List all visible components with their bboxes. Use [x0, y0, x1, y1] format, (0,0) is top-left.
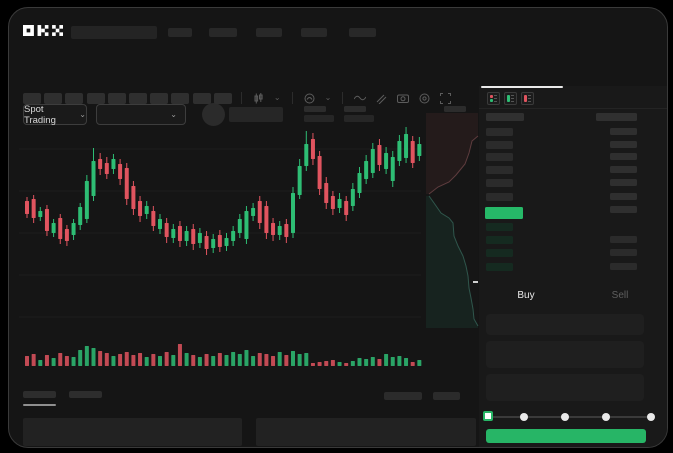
- interval-buttons: [23, 92, 235, 104]
- stat-label: [304, 106, 326, 112]
- stat-value: [304, 115, 334, 122]
- okx-logo[interactable]: [23, 24, 63, 38]
- tab-buy[interactable]: Buy: [517, 289, 535, 301]
- line-tool-icon[interactable]: [354, 93, 367, 103]
- chevron-down-icon[interactable]: ⌄: [273, 93, 281, 102]
- active-tab-underline: [23, 404, 56, 406]
- orderbook-view-toggles: [487, 92, 534, 105]
- interval-button[interactable]: [128, 92, 147, 104]
- indicators-button[interactable]: [304, 93, 315, 104]
- bid-amount: [610, 236, 637, 243]
- pair-name-placeholder: [229, 107, 283, 122]
- ask-amount: [610, 128, 637, 135]
- snapshot-camera-icon[interactable]: [397, 93, 410, 103]
- book-bids-icon[interactable]: [504, 92, 517, 105]
- ask-amount: [610, 141, 637, 148]
- stat-value: [344, 115, 374, 122]
- coin-avatar: [202, 103, 225, 126]
- ask-amount: [610, 166, 637, 173]
- depth-chart: [426, 113, 479, 328]
- interval-button[interactable]: [150, 92, 169, 104]
- ask-price: [486, 193, 513, 201]
- interval-button[interactable]: [44, 92, 63, 104]
- orderbook-trade-panel: Buy Sell: [479, 86, 667, 447]
- chevron-down-icon: ⌄: [79, 109, 86, 119]
- settings-icon[interactable]: [419, 93, 430, 104]
- draw-tool-icon[interactable]: [376, 93, 387, 104]
- amount-slider-handle[interactable]: [483, 411, 493, 421]
- market-type-selector[interactable]: Spot Trading ⌄: [23, 103, 87, 126]
- interval-button[interactable]: [107, 92, 126, 104]
- divider: [342, 92, 344, 104]
- book-combined-icon[interactable]: [487, 92, 500, 105]
- orderbook-header-amount: [596, 113, 637, 121]
- slider-step-dot[interactable]: [647, 413, 655, 421]
- stat-label: [444, 106, 466, 112]
- nav-item[interactable]: [168, 28, 192, 37]
- order-input-field[interactable]: [486, 374, 644, 401]
- ask-price: [486, 153, 513, 161]
- nav-item[interactable]: [256, 28, 282, 37]
- book-asks-icon[interactable]: [521, 92, 534, 105]
- search-placeholder[interactable]: [71, 26, 157, 39]
- interval-button[interactable]: [213, 92, 232, 104]
- stat-label: [344, 106, 366, 112]
- bottom-tab[interactable]: [23, 391, 56, 398]
- chart-toolbar: ⌄ ⌄: [23, 91, 456, 105]
- ask-price: [486, 128, 513, 136]
- active-tab-indicator: [481, 86, 563, 88]
- bottom-tab[interactable]: [69, 391, 102, 398]
- trading-app-window: Spot Trading ⌄ ⌄ ⌄ ⌄: [8, 7, 668, 448]
- bid-price: [486, 236, 513, 244]
- last-price-highlight: [485, 207, 523, 219]
- nav-item[interactable]: [349, 28, 376, 37]
- chevron-down-icon: ⌄: [170, 109, 177, 119]
- divider: [291, 92, 293, 104]
- ask-amount: [610, 193, 637, 200]
- submit-buy-button[interactable]: [486, 429, 646, 443]
- price-chart[interactable]: [19, 111, 479, 373]
- bottom-control[interactable]: [384, 392, 422, 400]
- bid-price: [486, 263, 513, 271]
- orderbook-header-price: [486, 113, 524, 121]
- divider: [240, 92, 242, 104]
- slider-step-dot[interactable]: [602, 413, 610, 421]
- pair-selector[interactable]: ⌄: [96, 104, 186, 125]
- symbol-bar: Spot Trading ⌄ ⌄: [9, 54, 667, 126]
- order-input-field[interactable]: [486, 341, 644, 368]
- order-input-field[interactable]: [486, 314, 644, 335]
- interval-button[interactable]: [171, 92, 190, 104]
- ask-amount: [610, 206, 637, 213]
- chevron-down-icon[interactable]: ⌄: [324, 93, 332, 102]
- bottom-control[interactable]: [433, 392, 460, 400]
- ask-price: [486, 141, 513, 149]
- nav-item[interactable]: [301, 28, 327, 37]
- nav-item[interactable]: [209, 28, 237, 37]
- ask-amount: [610, 179, 637, 186]
- fullscreen-icon[interactable]: [440, 92, 452, 104]
- tab-sell[interactable]: Sell: [611, 289, 629, 301]
- bid-amount: [610, 249, 637, 256]
- interval-button[interactable]: [86, 92, 105, 104]
- amount-slider-track[interactable]: [488, 416, 651, 418]
- market-type-label: Spot Trading: [24, 103, 56, 126]
- ask-price: [486, 166, 513, 174]
- trade-tabs: Buy Sell: [479, 281, 667, 309]
- bid-price: [486, 249, 513, 257]
- bottom-panel: [23, 418, 242, 446]
- top-navigation: [9, 8, 667, 54]
- slider-step-dot[interactable]: [561, 413, 569, 421]
- bottom-panel: [256, 418, 476, 446]
- divider: [479, 108, 667, 109]
- bid-price: [486, 223, 513, 231]
- chart-type-button[interactable]: [253, 92, 264, 104]
- slider-step-dot[interactable]: [520, 413, 528, 421]
- ask-price: [486, 179, 513, 187]
- interval-button[interactable]: [192, 92, 211, 104]
- ask-amount: [610, 153, 637, 160]
- interval-button[interactable]: [65, 92, 84, 104]
- interval-button[interactable]: [23, 92, 41, 104]
- bid-amount: [610, 263, 637, 270]
